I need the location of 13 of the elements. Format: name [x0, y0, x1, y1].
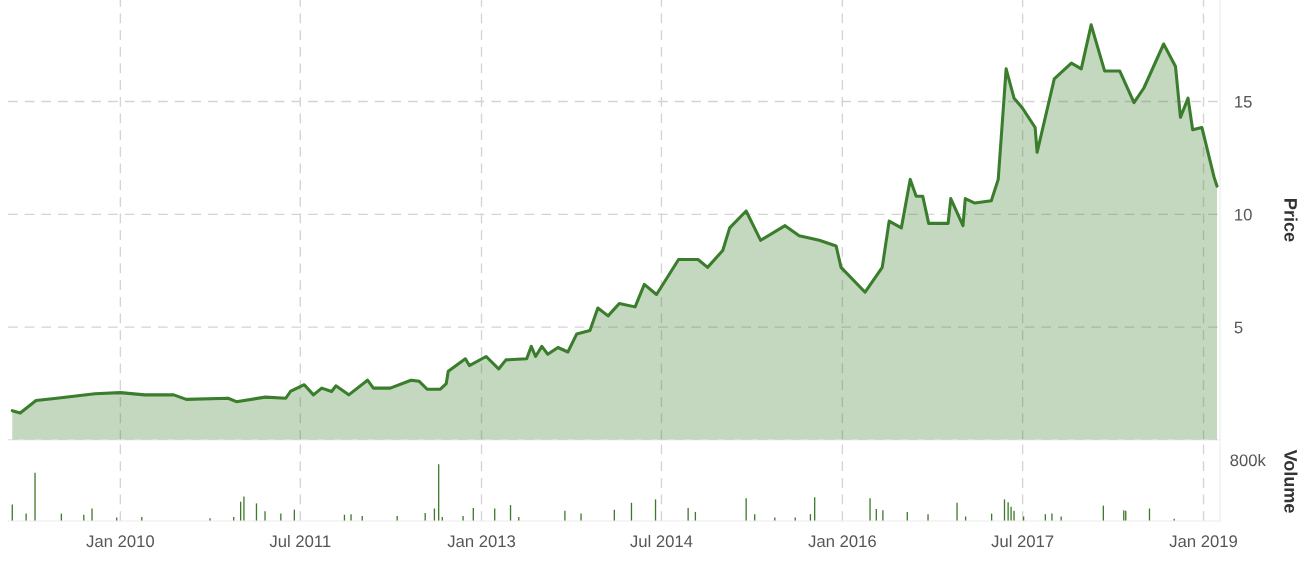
y-axis-title: Price — [1284, 199, 1298, 242]
x-tick-label: Jan 2013 — [447, 535, 516, 548]
y-tick-label: 5 — [1234, 321, 1243, 334]
y-tick-label: 15 — [1235, 96, 1252, 108]
x-tick-label: Jul 2014 — [630, 534, 693, 548]
x-tick-label: Jan 2010 — [86, 535, 155, 548]
x-tick-label: Jul 2011 — [269, 534, 331, 548]
x-tick-label: Jan 2019 — [1169, 535, 1238, 548]
y-axis-title: Volume — [1284, 449, 1298, 513]
x-tick-label: Jan 2016 — [808, 535, 876, 548]
x-tick-label: Jul 2017 — [991, 534, 1054, 548]
text: 800k — [1230, 453, 1266, 467]
y-tick-label: 10 — [1235, 208, 1252, 221]
